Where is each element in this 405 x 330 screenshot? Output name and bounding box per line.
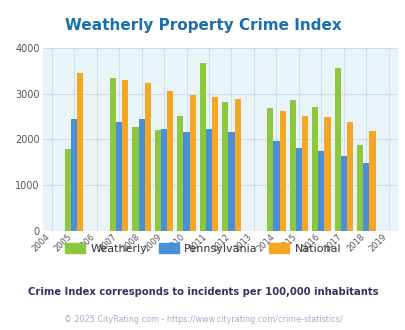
Bar	[189, 95, 195, 231]
Bar	[199, 63, 205, 231]
Bar	[116, 122, 122, 231]
Bar	[311, 107, 318, 231]
Legend: Weatherly, Pennsylvania, National: Weatherly, Pennsylvania, National	[60, 239, 345, 258]
Bar	[77, 74, 83, 231]
Bar	[356, 146, 362, 231]
Bar	[183, 132, 189, 231]
Text: © 2025 CityRating.com - https://www.cityrating.com/crime-statistics/: © 2025 CityRating.com - https://www.city…	[64, 314, 341, 324]
Bar	[324, 117, 330, 231]
Bar	[234, 99, 240, 231]
Bar	[167, 91, 173, 231]
Bar	[155, 130, 161, 231]
Bar	[301, 115, 307, 231]
Bar	[177, 116, 183, 231]
Bar	[369, 131, 375, 231]
Bar	[211, 97, 217, 231]
Text: Crime Index corresponds to incidents per 100,000 inhabitants: Crime Index corresponds to incidents per…	[28, 287, 377, 297]
Text: Weatherly Property Crime Index: Weatherly Property Crime Index	[64, 18, 341, 33]
Bar	[295, 148, 301, 231]
Bar	[132, 127, 138, 231]
Bar	[205, 129, 211, 231]
Bar	[340, 156, 346, 231]
Bar	[122, 81, 128, 231]
Bar	[228, 132, 234, 231]
Bar	[289, 100, 295, 231]
Bar	[279, 111, 285, 231]
Bar	[138, 119, 144, 231]
Bar	[65, 149, 71, 231]
Bar	[71, 119, 77, 231]
Bar	[267, 108, 273, 231]
Bar	[273, 141, 279, 231]
Bar	[110, 78, 116, 231]
Bar	[346, 121, 352, 231]
Bar	[334, 68, 340, 231]
Bar	[318, 151, 324, 231]
Bar	[222, 102, 228, 231]
Bar	[144, 83, 150, 231]
Bar	[362, 163, 369, 231]
Bar	[161, 129, 167, 231]
